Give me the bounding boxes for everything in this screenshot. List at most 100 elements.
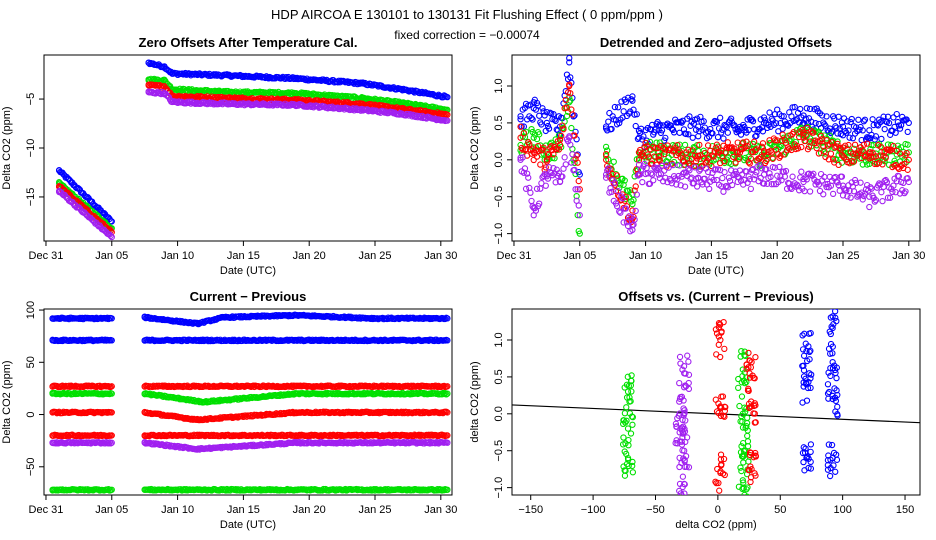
p3-series-blue-2 <box>49 336 451 345</box>
p2-point <box>706 154 713 161</box>
p2-point <box>521 165 529 172</box>
p2-data-point <box>866 149 873 156</box>
p2-point <box>827 150 835 157</box>
p2-data-point <box>635 171 643 178</box>
p2-point <box>633 111 640 118</box>
p2-point <box>680 169 688 176</box>
p2-data-point <box>566 134 573 141</box>
p2-point <box>878 135 885 143</box>
p2-point <box>846 134 853 141</box>
p2-point <box>525 174 532 181</box>
p2-point <box>608 125 615 133</box>
p2-point <box>719 174 726 182</box>
p2-point <box>730 153 737 161</box>
p2-point <box>778 177 785 184</box>
p2-point <box>813 145 820 152</box>
p2-point <box>720 188 727 195</box>
p2-point <box>561 154 568 161</box>
p2-point <box>522 185 530 192</box>
p2-point <box>835 113 842 120</box>
p2-point <box>710 176 717 184</box>
p2-point <box>620 219 627 226</box>
p2-point <box>674 176 681 183</box>
p2-point <box>651 153 658 160</box>
p2-point <box>617 209 624 216</box>
p2-point <box>850 188 858 195</box>
p3-data-point <box>141 337 148 344</box>
p1-data-point <box>444 117 451 124</box>
p1-data-point <box>227 72 234 79</box>
p3-y-tick-label: 0 <box>25 411 37 417</box>
p2-point <box>847 194 854 201</box>
p2-point <box>727 144 735 152</box>
p2-point <box>646 180 654 187</box>
p2-point <box>574 159 581 166</box>
p2-x-tick-label: Jan 05 <box>563 250 596 262</box>
p2-point <box>688 174 695 181</box>
p2-point <box>791 103 798 111</box>
p2-data-point <box>734 127 741 134</box>
p2-point <box>776 163 783 171</box>
p3-series-red-3 <box>49 431 451 440</box>
p2-point <box>615 192 622 199</box>
p2-data-point <box>800 112 807 119</box>
p2-point <box>622 193 629 200</box>
p2-point <box>602 174 610 181</box>
p1-data-point <box>145 59 152 66</box>
p2-point <box>727 115 735 122</box>
p3-data-point <box>108 383 115 390</box>
p2-point <box>834 130 841 137</box>
p3-data-point <box>49 409 56 416</box>
p2-point <box>676 162 683 169</box>
p2-point <box>609 113 616 120</box>
p2-point <box>821 148 828 155</box>
p2-point <box>685 131 692 138</box>
p2-point <box>628 96 635 103</box>
p2-point <box>743 168 750 175</box>
p2-data-point <box>530 134 537 141</box>
p2-point <box>629 207 636 214</box>
p2-point <box>674 141 681 149</box>
p2-point <box>846 187 853 195</box>
p2-y-tick-label: −1.0 <box>493 223 505 245</box>
p2-data-point <box>695 175 702 182</box>
p2-point <box>893 151 900 158</box>
p2-point <box>842 142 849 149</box>
p1-point <box>212 71 220 78</box>
p3-data-point <box>108 337 115 344</box>
p2-data-point <box>635 134 643 141</box>
p2-point <box>798 168 805 175</box>
p2-point <box>788 146 795 154</box>
p1-x-tick-label: Dec 31 <box>29 250 64 262</box>
p2-point <box>547 109 554 116</box>
p2-point <box>605 165 612 172</box>
p2-point <box>882 154 889 161</box>
p2-point <box>894 118 901 126</box>
p2-data-point <box>530 104 537 112</box>
p3-data-point <box>194 320 201 327</box>
p2-point <box>769 155 776 162</box>
p2-point <box>904 141 911 148</box>
p2-point <box>866 203 873 211</box>
p3-data-point <box>292 337 300 344</box>
p3-data-point <box>141 383 148 390</box>
p1-data-point <box>108 233 115 241</box>
p2-point <box>782 167 790 175</box>
p2-point <box>857 179 864 186</box>
p2-point <box>795 119 803 126</box>
p1-point <box>440 116 448 124</box>
p2-point <box>639 178 646 186</box>
p2-point <box>891 162 898 170</box>
p2-point <box>851 176 859 184</box>
p3-point <box>196 416 203 424</box>
p2-point <box>662 134 669 142</box>
p2-point <box>573 193 580 200</box>
p3-data-point <box>444 337 451 344</box>
p2-point <box>867 184 874 191</box>
p2-point <box>904 166 911 173</box>
p1-data-point <box>169 98 176 106</box>
p2-point <box>656 121 663 128</box>
p1-data-point <box>55 187 63 195</box>
p2-point <box>634 135 642 143</box>
